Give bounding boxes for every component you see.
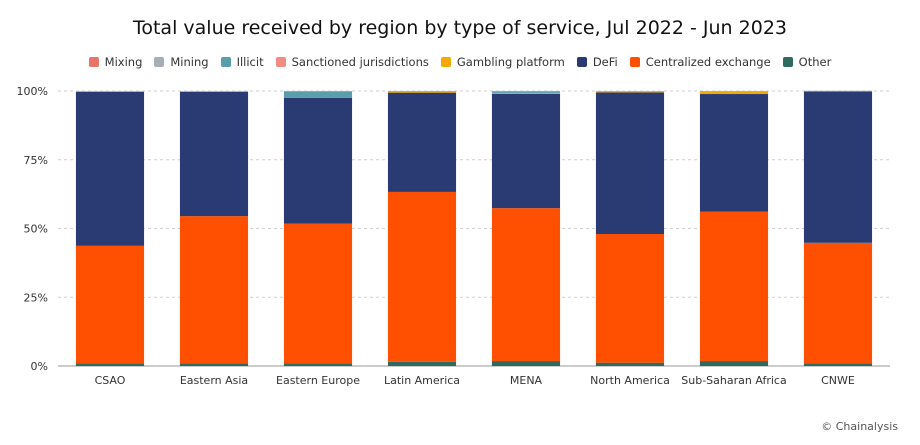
legend-label-sanctioned-jurisdictions: Sanctioned jurisdictions: [291, 55, 429, 69]
legend-swatch-gambling-platform: [440, 57, 451, 67]
bar-segment-north-america-centralized-exchange: [595, 234, 665, 363]
bar-segment-mena-illicit: [491, 91, 561, 93]
bar-segment-mena-defi: [491, 93, 561, 209]
bar-segment-cnwe-defi: [803, 91, 873, 243]
y-tick-label: 50%: [24, 223, 48, 236]
bar-segment-eastern-europe-mining: [283, 91, 353, 92]
legend-swatch-defi: [576, 57, 587, 67]
y-tick-label: 25%: [24, 291, 48, 304]
x-tick-label-eastern-europe: Eastern Europe: [276, 374, 360, 387]
bar-segment-cnwe-other: [803, 363, 873, 366]
legend-label-mining: Mining: [170, 55, 209, 69]
x-tick-label-eastern-asia: Eastern Asia: [180, 374, 248, 387]
bar-segment-latin-america-defi: [387, 92, 457, 192]
bar-segment-eastern-asia-other: [179, 363, 249, 366]
legend-label-centralized-exchange: Centralized exchange: [645, 55, 771, 69]
legend-item-illicit: Illicit: [220, 55, 264, 69]
bar-segment-sub-saharan-africa-defi: [699, 94, 769, 212]
legend-label-illicit: Illicit: [236, 55, 264, 69]
bar-segment-sub-saharan-africa-centralized-exchange: [699, 211, 769, 362]
legend-item-mixing: Mixing: [88, 55, 143, 69]
bar-segment-mena-mining: [491, 91, 561, 92]
legend-item-centralized-exchange: Centralized exchange: [629, 55, 771, 69]
x-tick-label-sub-saharan-africa: Sub-Saharan Africa: [681, 374, 786, 387]
legend-item-gambling-platform: Gambling platform: [440, 55, 565, 69]
legend: Mixing Mining Illicit Sanctioned jurisdicti…: [0, 55, 920, 69]
legend-item-other: Other: [782, 55, 832, 69]
y-tick-label: 75%: [24, 154, 48, 167]
bar-segment-north-america-other: [595, 362, 665, 366]
x-tick-label-cnwe: CNWE: [821, 374, 855, 387]
legend-swatch-centralized-exchange: [629, 57, 640, 67]
bar-segment-csao-centralized-exchange: [75, 245, 145, 364]
legend-label-other: Other: [798, 55, 832, 69]
bar-segment-eastern-asia-defi: [179, 91, 249, 217]
y-tick-label: 0%: [31, 360, 48, 373]
x-tick-label-latin-america: Latin America: [384, 374, 460, 387]
bar-segment-latin-america-other: [387, 361, 457, 366]
legend-label-mixing: Mixing: [104, 55, 143, 69]
bar-segment-eastern-europe-centralized-exchange: [283, 223, 353, 364]
bar-segment-eastern-europe-illicit: [283, 91, 353, 98]
bar-segment-sub-saharan-africa-mining: [699, 91, 769, 92]
chart-title: Total value received by region by type o…: [132, 17, 787, 39]
bar-segment-mena-centralized-exchange: [491, 208, 561, 362]
bar-segment-eastern-europe-defi: [283, 97, 353, 224]
legend-swatch-mixing: [88, 57, 99, 67]
bar-segment-north-america-gambling-platform: [595, 91, 665, 93]
legend-item-mining: Mining: [154, 55, 209, 69]
bar-segment-latin-america-gambling-platform: [387, 91, 457, 93]
legend-swatch-sanctioned-jurisdictions: [275, 57, 286, 67]
legend-swatch-illicit: [220, 57, 231, 67]
bar-segment-csao-defi: [75, 91, 145, 246]
x-tick-label-mena: MENA: [510, 374, 543, 387]
bar-segment-north-america-defi: [595, 92, 665, 234]
x-tick-label-north-america: North America: [590, 374, 670, 387]
bar-segment-eastern-europe-gambling-platform: [283, 97, 353, 98]
y-tick-label: 100%: [17, 85, 48, 98]
legend-item-defi: DeFi: [576, 55, 618, 69]
x-tick-label-csao: CSAO: [95, 374, 126, 387]
bar-segment-mena-gambling-platform: [491, 92, 561, 94]
legend-item-sanctioned-jurisdictions: Sanctioned jurisdictions: [275, 55, 429, 69]
bar-segment-eastern-asia-centralized-exchange: [179, 216, 249, 364]
bar-segment-cnwe-centralized-exchange: [803, 242, 873, 364]
legend-swatch-mining: [154, 57, 165, 67]
bar-segment-sub-saharan-africa-gambling-platform: [699, 91, 769, 95]
source-credit: © Chainalysis: [821, 420, 898, 433]
bar-segment-csao-other: [75, 363, 145, 366]
bar-segment-sub-saharan-africa-other: [699, 361, 769, 366]
bar-segment-mena-other: [491, 361, 561, 366]
bar-segment-eastern-europe-other: [283, 363, 353, 366]
bar-segment-latin-america-centralized-exchange: [387, 191, 457, 362]
legend-label-defi: DeFi: [592, 55, 618, 69]
legend-label-gambling-platform: Gambling platform: [456, 55, 565, 69]
legend-swatch-other: [782, 57, 793, 67]
